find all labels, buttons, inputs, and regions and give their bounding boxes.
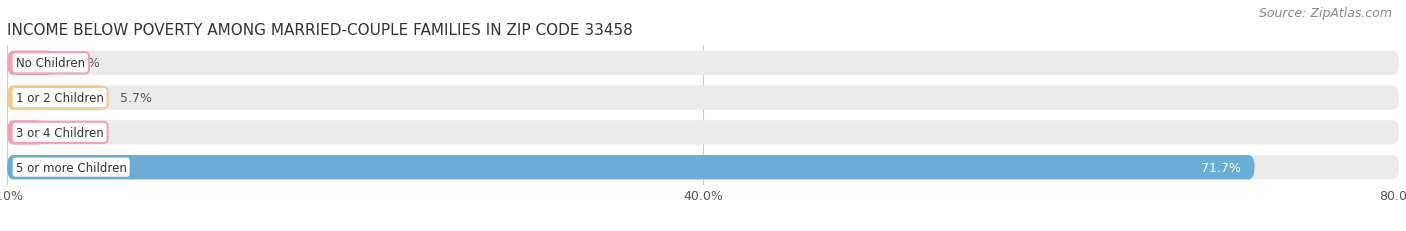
Text: Source: ZipAtlas.com: Source: ZipAtlas.com [1258, 7, 1392, 20]
Text: INCOME BELOW POVERTY AMONG MARRIED-COUPLE FAMILIES IN ZIP CODE 33458: INCOME BELOW POVERTY AMONG MARRIED-COUPL… [7, 23, 633, 38]
Text: No Children: No Children [15, 57, 84, 70]
Text: 71.7%: 71.7% [1201, 161, 1240, 174]
FancyBboxPatch shape [7, 86, 107, 110]
FancyBboxPatch shape [7, 51, 53, 76]
FancyBboxPatch shape [7, 51, 1399, 76]
Text: 3 or 4 Children: 3 or 4 Children [15, 126, 104, 139]
FancyBboxPatch shape [7, 121, 1399, 145]
FancyBboxPatch shape [7, 155, 1254, 180]
Text: 2.1%: 2.1% [58, 126, 89, 139]
Text: 5.7%: 5.7% [120, 92, 152, 105]
Text: 5 or more Children: 5 or more Children [15, 161, 127, 174]
FancyBboxPatch shape [7, 155, 1399, 180]
FancyBboxPatch shape [7, 86, 1399, 110]
Text: 2.7%: 2.7% [67, 57, 100, 70]
FancyBboxPatch shape [7, 121, 44, 145]
Text: 1 or 2 Children: 1 or 2 Children [15, 92, 104, 105]
